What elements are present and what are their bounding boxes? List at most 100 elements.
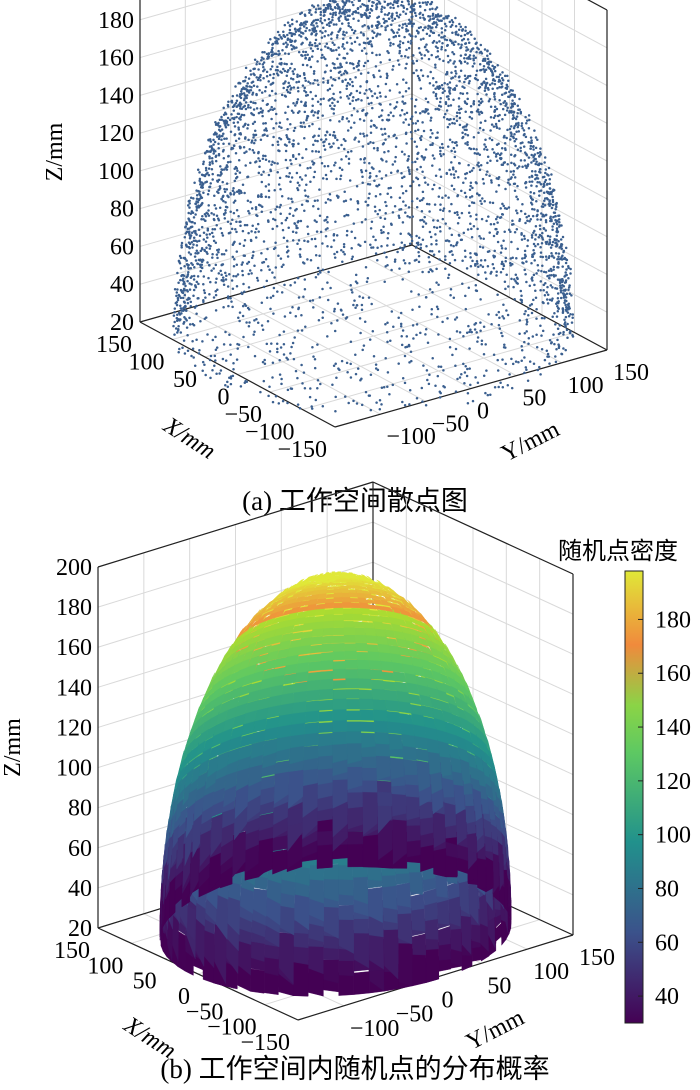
scatter-point (510, 240, 513, 244)
scatter-point (559, 296, 563, 300)
scatter-point (547, 174, 550, 177)
scatter-point (341, 115, 345, 119)
scatter-point (486, 62, 489, 65)
scatter-point (386, 13, 389, 17)
scatter-point (540, 347, 544, 351)
scatter-point (559, 284, 562, 287)
scatter-point (524, 164, 527, 167)
scatter-point (483, 81, 486, 84)
scatter-point (435, 239, 438, 242)
scatter-point (266, 265, 270, 268)
scatter-point (221, 263, 225, 266)
scatter-point (467, 163, 470, 167)
scatter-point (204, 373, 207, 377)
scatter-point (415, 69, 418, 72)
scatter-point (461, 92, 465, 96)
surface-patch (410, 893, 425, 911)
scatter-point (331, 8, 334, 12)
scatter-point (523, 249, 527, 253)
scatter-point (537, 235, 541, 239)
scatter-point (432, 219, 435, 222)
scatter-point (564, 261, 568, 265)
scatter-point (460, 372, 463, 376)
scatter-point (520, 124, 523, 128)
scatter-point (363, 161, 366, 164)
scatter-point (232, 121, 236, 125)
scatter-point (380, 114, 383, 117)
scatter-point (436, 219, 440, 222)
scatter-point (368, 171, 372, 175)
scatter-point (402, 102, 406, 105)
scatter-point (374, 65, 378, 68)
scatter-point (181, 309, 185, 312)
scatter-point (371, 51, 374, 55)
scatter-point (476, 336, 480, 339)
scatter-point (265, 70, 269, 74)
scatter-point (279, 57, 283, 61)
z-tick-label: 60 (68, 836, 92, 862)
scatter-point (209, 140, 213, 143)
scatter-point (529, 201, 533, 205)
scatter-point (452, 117, 456, 121)
scatter-point (369, 140, 372, 144)
scatter-point (242, 335, 245, 339)
scatter-point (322, 56, 326, 59)
scatter-point (191, 347, 195, 350)
scatter-point (279, 187, 282, 191)
scatter-point (396, 250, 399, 254)
scatter-point (244, 101, 248, 104)
scatter-point (372, 355, 376, 358)
scatter-point (401, 95, 405, 98)
scatter-point (227, 142, 231, 146)
scatter-point (560, 352, 564, 356)
scatter-point (455, 243, 458, 247)
scatter-point (469, 265, 473, 268)
scatter-point (493, 82, 497, 86)
scatter-point (224, 271, 227, 275)
scatter-point (551, 225, 554, 228)
scatter-point (551, 198, 555, 202)
scatter-point (246, 199, 250, 202)
scatter-point (434, 174, 438, 177)
scatter-point (433, 21, 436, 25)
scatter-point (285, 245, 289, 248)
scatter-point (457, 108, 461, 111)
scatter-point (178, 319, 181, 322)
scatter-point (497, 80, 501, 83)
scatter-point (395, 82, 399, 86)
scatter-point (316, 343, 319, 346)
scatter-point (479, 43, 483, 47)
scatter-point (250, 256, 254, 260)
scatter-point (389, 103, 392, 106)
scatter-point (295, 20, 299, 23)
scatter-point (552, 188, 555, 191)
scatter-point (548, 362, 551, 365)
scatter-point (539, 153, 542, 156)
scatter-point (493, 69, 497, 73)
scatter-point (519, 110, 523, 114)
scatter-point (233, 125, 237, 128)
scatter-point (470, 33, 473, 36)
scatter-point (566, 336, 569, 340)
scatter-point (402, 121, 405, 124)
scatter-point (459, 107, 463, 110)
scatter-point (226, 105, 230, 108)
scatter-point (218, 185, 222, 188)
scatter-point (373, 92, 377, 95)
scatter-point (428, 373, 431, 377)
scatter-point (490, 181, 493, 184)
scatter-point (405, 24, 408, 28)
scatter-point (520, 122, 524, 125)
scatter-point (223, 213, 226, 216)
scatter-point (567, 305, 571, 308)
scatter-point (183, 235, 187, 239)
scatter-point (432, 253, 436, 256)
scatter-point (398, 46, 402, 49)
scatter-point (278, 373, 282, 376)
scatter-point (227, 100, 230, 104)
scatter-point (480, 343, 484, 346)
scatter-point (319, 102, 322, 106)
scatter-point (450, 71, 453, 74)
scatter-point (479, 163, 483, 167)
z-tick-label: 20 (110, 310, 134, 336)
